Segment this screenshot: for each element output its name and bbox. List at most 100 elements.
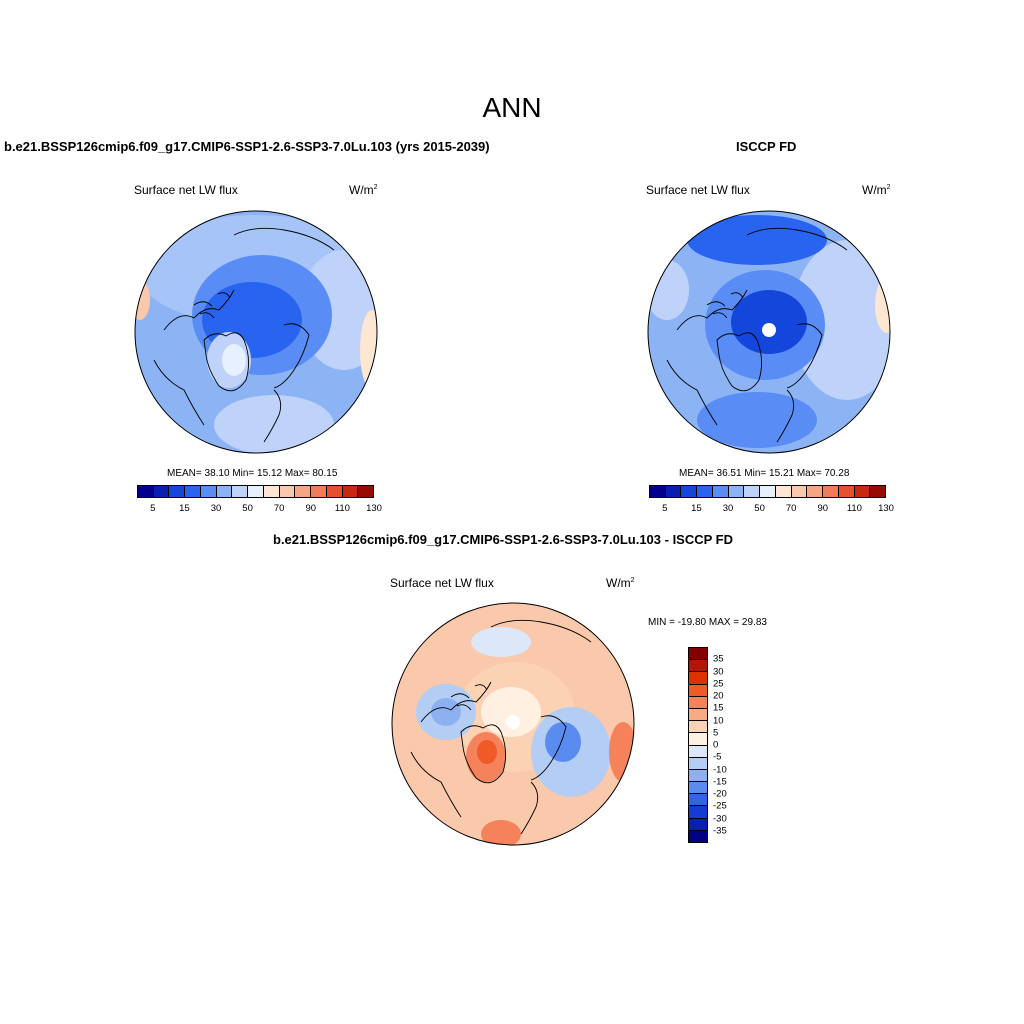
colorbar-swatch (263, 486, 280, 497)
colorbar-tick-label: 15 (713, 702, 724, 714)
colorbar-swatch (689, 708, 707, 722)
colorbar-swatch (791, 486, 808, 497)
colorbar-swatch (689, 672, 707, 685)
colorbar-tick-label: 130 (878, 503, 894, 514)
panel3-colorbar-ticks: 35 30 25 20 15 10 5 0 -5 -10 -15 -20 -25 -30 -35 (713, 647, 753, 843)
colorbar-swatch (138, 486, 154, 497)
colorbar-swatch (295, 486, 312, 497)
colorbar-tick-label: 130 (366, 503, 382, 514)
colorbar-swatch (689, 733, 707, 746)
map-region-south-dark (697, 392, 817, 448)
panel1-variable-label: Surface net LW flux (134, 183, 238, 197)
colorbar-swatch (689, 648, 707, 661)
panel2-title: ISCCP FD (736, 139, 797, 154)
panel3-units-label: W/m2 (606, 576, 635, 590)
colorbar-swatch (689, 757, 707, 770)
panel1-polar-map (134, 210, 378, 454)
panel3-title: b.e21.BSSP126cmip6.f09_g17.CMIP6-SSP1-2.… (273, 532, 734, 547)
colorbar-tick-label: 110 (334, 503, 350, 514)
panel2-units-label: W/m2 (862, 183, 891, 197)
colorbar-swatch (712, 486, 729, 497)
panel1-units-label: W/m2 (349, 183, 378, 197)
map-region-east-warm (609, 722, 634, 782)
colorbar-tick-label: 70 (785, 503, 797, 514)
colorbar-swatch (689, 684, 707, 697)
colorbar-tick-label: 70 (273, 503, 285, 514)
colorbar-swatch (681, 486, 698, 497)
coastlines (410, 619, 592, 835)
colorbar-swatch (760, 486, 776, 497)
colorbar-swatch (169, 486, 186, 497)
coastlines (666, 227, 848, 443)
colorbar-tick-label: 20 (713, 690, 724, 702)
colorbar-swatch (689, 660, 707, 673)
colorbar-swatch (689, 769, 707, 783)
main-title: ANN (482, 92, 542, 123)
map-region-north-cool (471, 627, 531, 657)
panel1-colorbar-ticks: 5 15 30 50 70 90 110 130 (137, 503, 382, 515)
colorbar-tick-label: 5 (713, 727, 719, 739)
colorbar-swatch (689, 830, 707, 842)
map-region-center-pale (481, 687, 541, 737)
colorbar-tick-label: 15 (691, 503, 702, 514)
map-region-ne-light (792, 240, 890, 400)
map-region-east-cool-deep (545, 722, 581, 762)
map-region-west-light (648, 260, 689, 320)
colorbar-swatch (870, 486, 886, 497)
panel2-colorbar-ticks: 5 15 30 50 70 90 110 130 (649, 503, 894, 515)
colorbar-swatch (689, 806, 707, 819)
panel3-variable-label: Surface net LW flux (390, 576, 494, 590)
map-region-west-cool-deep (431, 698, 461, 726)
panel3-colorbar (688, 647, 708, 843)
colorbar-tick-label: 35 (713, 653, 724, 665)
colorbar-tick-label: 110 (846, 503, 862, 514)
panel2-polar-map (647, 210, 891, 454)
colorbar-tick-label: 15 (179, 503, 190, 514)
colorbar-swatch (689, 696, 707, 709)
colorbar-swatch (744, 486, 761, 497)
colorbar-swatch (232, 486, 249, 497)
map-region-arctic-deep (731, 290, 807, 354)
colorbar-tick-label: -15 (713, 776, 727, 788)
colorbar-swatch (823, 486, 839, 497)
colorbar-swatch (248, 486, 264, 497)
panel2-stats: MEAN= 36.51 Min= 15.21 Max= 70.28 (679, 468, 850, 479)
panel2-colorbar (649, 485, 886, 498)
colorbar-swatch (311, 486, 327, 497)
map-region-north-dark (687, 215, 827, 265)
colorbar-tick-label: 5 (150, 503, 156, 514)
colorbar-swatch (185, 486, 201, 497)
coastlines (153, 227, 335, 443)
colorbar-swatch (216, 486, 233, 497)
colorbar-tick-label: 0 (713, 739, 719, 751)
colorbar-tick-label: 25 (713, 678, 724, 690)
colorbar-swatch (689, 782, 707, 795)
colorbar-swatch (807, 486, 824, 497)
colorbar-swatch (326, 486, 343, 497)
colorbar-tick-label: 90 (305, 503, 317, 514)
colorbar-swatch (838, 486, 855, 497)
panel3-stats: MIN = -19.80 MAX = 29.83 (648, 617, 767, 628)
colorbar-swatch (689, 721, 707, 734)
map-region-east-warm (360, 310, 377, 390)
colorbar-swatch (153, 486, 170, 497)
colorbar-swatch (279, 486, 296, 497)
colorbar-swatch (200, 486, 217, 497)
colorbar-swatch (854, 486, 871, 497)
colorbar-tick-label: -5 (713, 751, 722, 763)
colorbar-tick-label: -20 (713, 788, 727, 800)
colorbar-tick-label: 30 (210, 503, 222, 514)
colorbar-tick-label: 30 (713, 666, 724, 677)
colorbar-swatch (689, 794, 707, 807)
map-region-west-warm (135, 280, 150, 320)
colorbar-tick-label: 90 (817, 503, 829, 514)
panel1-stats: MEAN= 38.10 Min= 15.12 Max= 80.15 (167, 468, 338, 479)
panel3-polar-map (391, 602, 635, 846)
colorbar-tick-label: -25 (713, 800, 727, 812)
pole-hole (506, 715, 520, 729)
colorbar-swatch (689, 818, 707, 831)
colorbar-swatch (689, 745, 707, 758)
colorbar-tick-label: -35 (713, 825, 727, 837)
colorbar-swatch (665, 486, 682, 497)
colorbar-tick-label: -30 (713, 813, 727, 824)
